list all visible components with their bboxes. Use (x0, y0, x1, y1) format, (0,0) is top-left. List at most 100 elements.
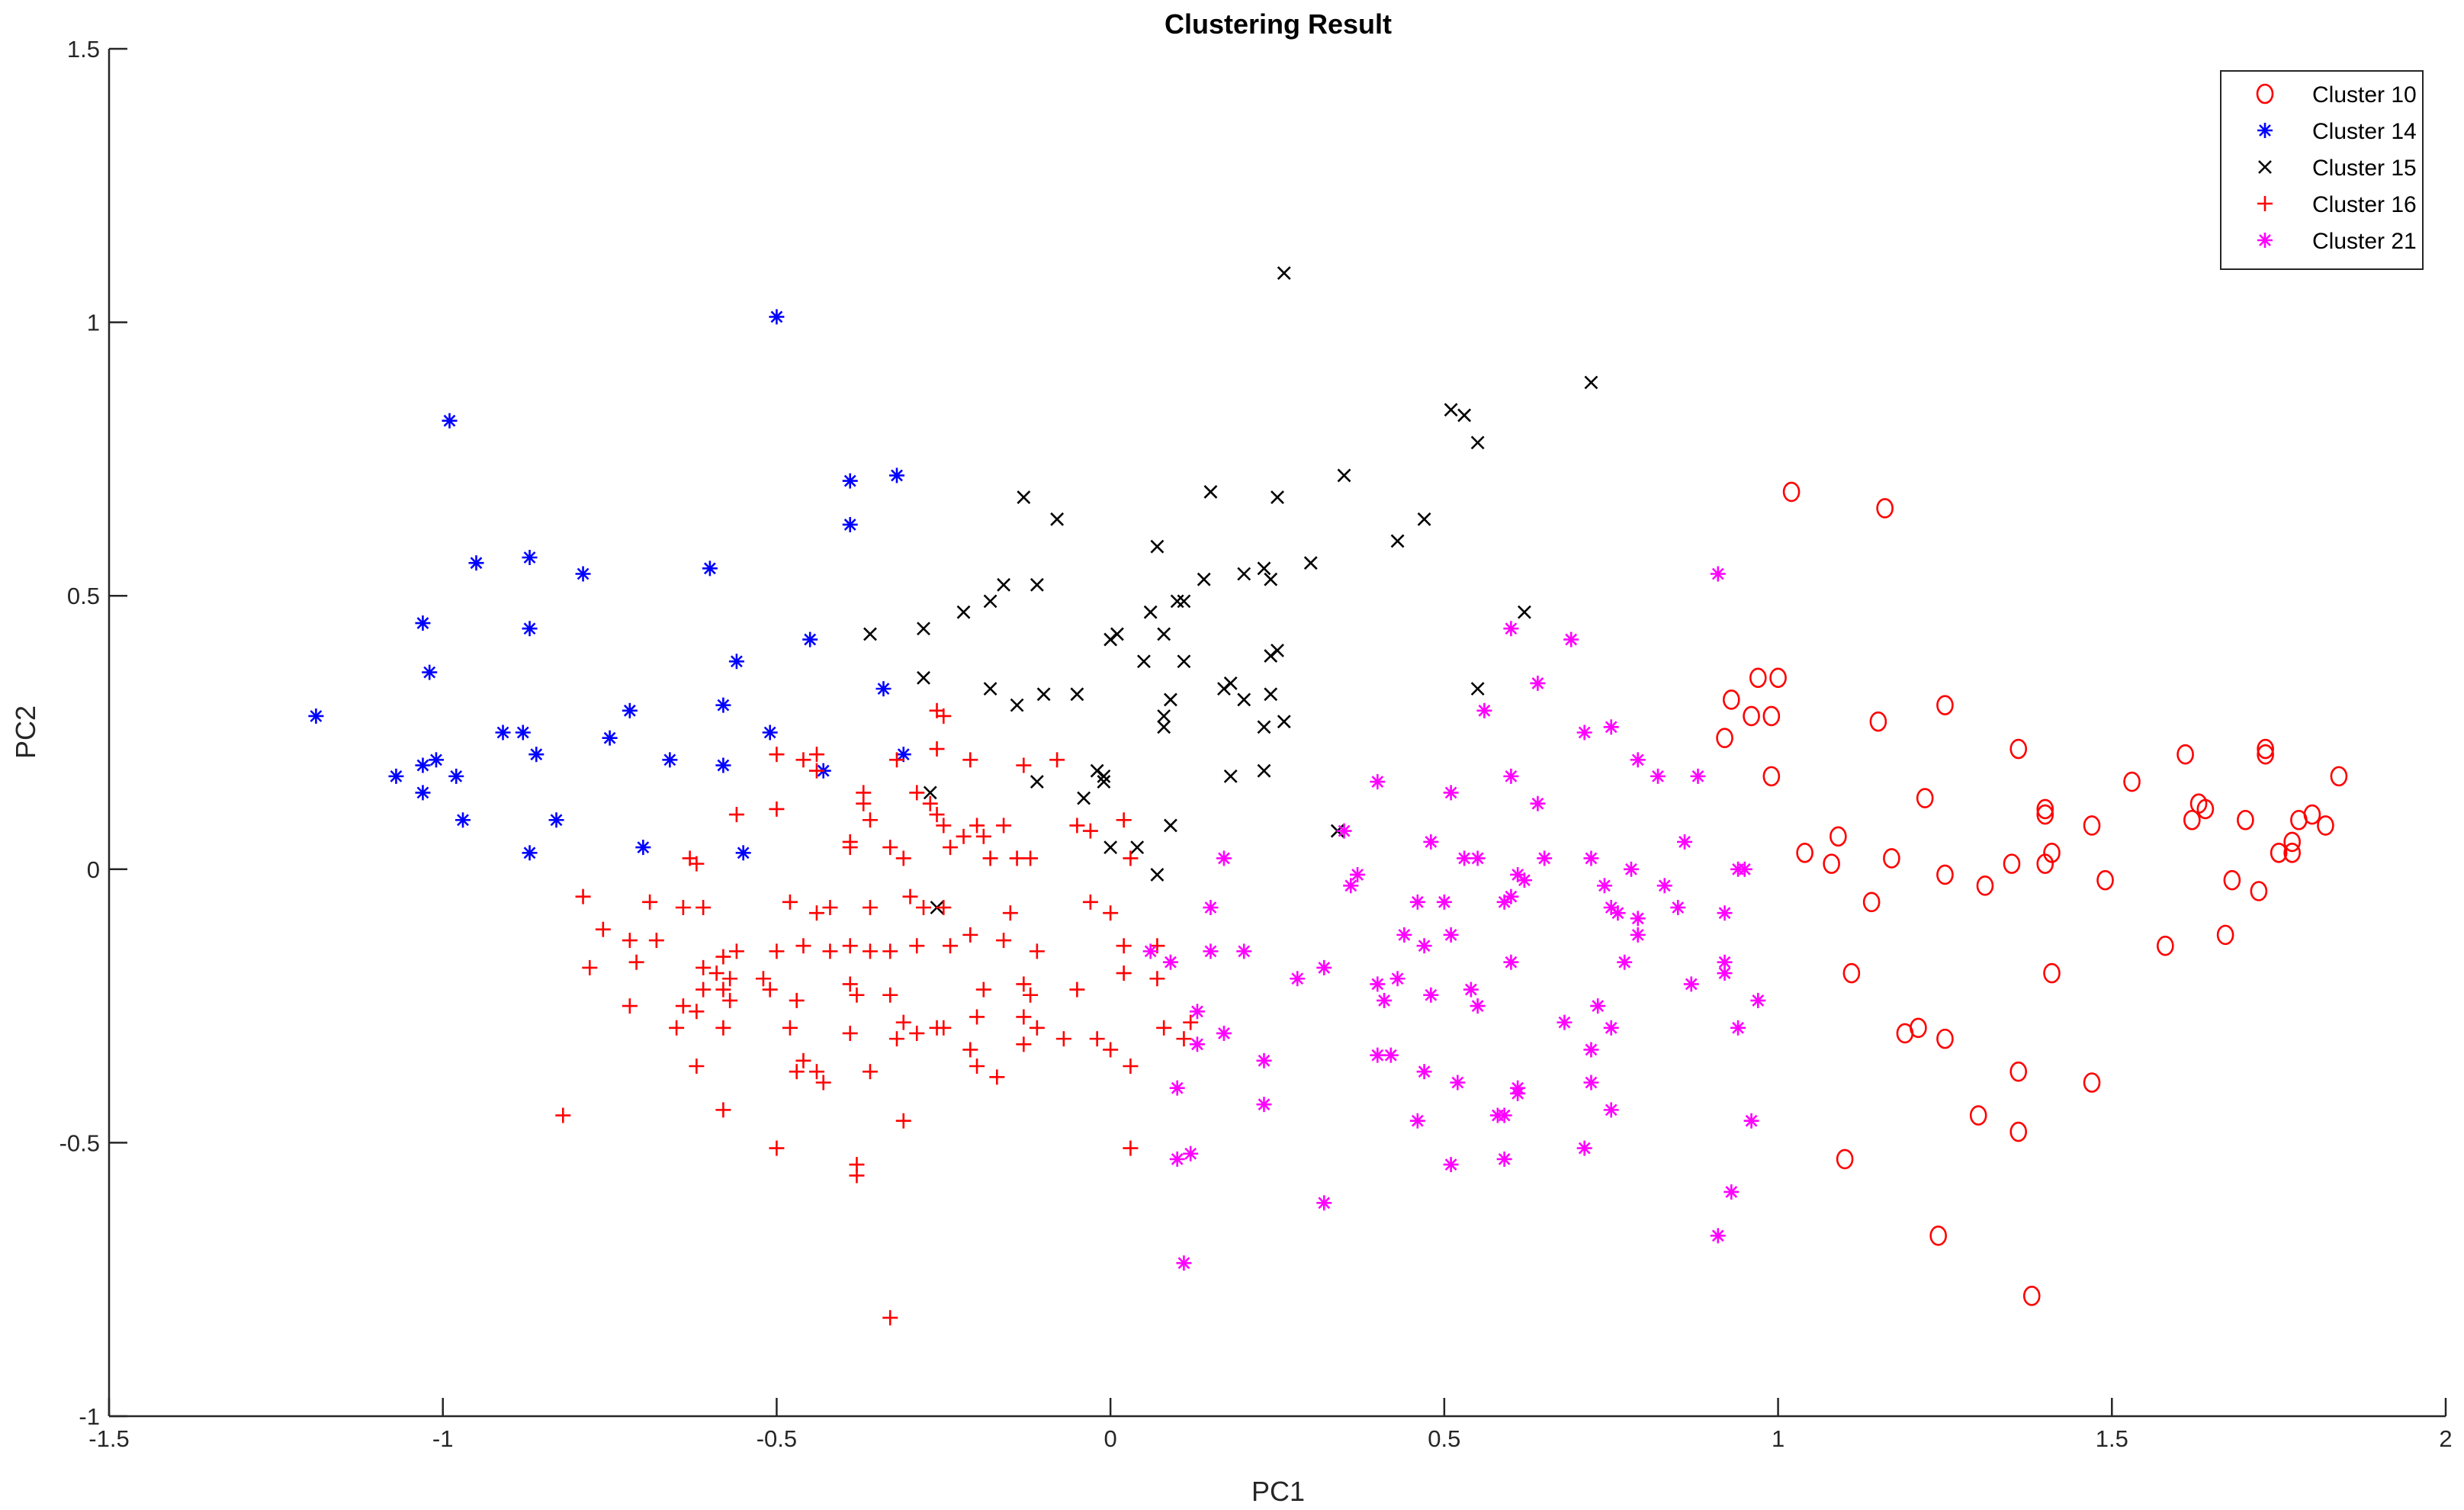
data-point (895, 1113, 911, 1129)
data-point (595, 921, 611, 937)
data-point (1370, 976, 1386, 992)
data-point (849, 987, 865, 1003)
data-point (1257, 720, 1271, 734)
data-point (795, 752, 811, 768)
data-point (728, 807, 744, 823)
data-point (1089, 1031, 1105, 1047)
data-point (1576, 1140, 1592, 1156)
data-point (1069, 982, 1085, 998)
data-point (1176, 1255, 1192, 1271)
data-point (909, 1025, 925, 1041)
x-tick-label: -1.5 (88, 1425, 129, 1452)
data-point (1603, 719, 1619, 735)
data-point (962, 927, 978, 943)
data-point (856, 795, 872, 811)
data-point (1782, 481, 1801, 503)
data-point (1436, 894, 1452, 910)
data-point (1257, 561, 1271, 576)
data-point (1916, 788, 1934, 808)
data-point (969, 1058, 985, 1074)
data-point (922, 795, 938, 811)
data-point (2283, 831, 2301, 853)
data-point (882, 943, 898, 959)
data-point (2176, 744, 2194, 765)
data-point (1530, 675, 1546, 691)
data-point (769, 943, 785, 959)
data-point (715, 757, 731, 773)
data-point (2036, 853, 2054, 874)
data-point (1030, 775, 1044, 789)
data-point (735, 845, 751, 861)
data-point (1717, 905, 1733, 921)
data-point (983, 594, 997, 609)
data-point (1677, 834, 1693, 850)
data-point (495, 724, 511, 741)
data-point (1796, 842, 1813, 863)
data-point (696, 900, 712, 916)
data-point (1556, 1014, 1573, 1030)
data-point (1583, 850, 1599, 866)
data-point (1029, 1020, 1045, 1036)
data-point (1077, 791, 1091, 805)
data-point (1157, 709, 1171, 723)
data-point (2043, 962, 2061, 984)
data-point (1724, 1184, 1740, 1200)
data-point (648, 933, 664, 949)
data-point (1416, 938, 1432, 954)
data-point (1016, 1036, 1032, 1052)
data-point (1123, 850, 1139, 866)
data-point (1203, 900, 1219, 916)
data-point (1836, 1149, 1854, 1170)
data-point (882, 1309, 898, 1325)
data-point (2123, 771, 2141, 792)
data-point (1929, 1226, 1947, 1246)
data-point (1055, 1031, 1071, 1047)
data-point (822, 900, 838, 916)
data-point (455, 812, 471, 828)
data-point (1370, 1047, 1386, 1063)
data-point (808, 905, 824, 921)
data-point (602, 730, 618, 746)
data-point (1256, 1097, 1272, 1113)
data-point (1157, 720, 1171, 734)
data-point (1883, 848, 1900, 869)
data-point (2009, 1061, 2028, 1082)
data-point (769, 747, 785, 763)
data-point (1623, 861, 1639, 877)
data-point (842, 840, 858, 856)
data-point (842, 473, 858, 489)
data-point (575, 888, 591, 904)
data-point (1029, 943, 1045, 959)
data-point (1383, 1047, 1399, 1063)
data-point (1862, 892, 1881, 913)
data-point (1476, 702, 1492, 718)
data-point (2216, 924, 2234, 946)
legend-marker (2256, 83, 2274, 104)
data-point (849, 1168, 865, 1184)
data-point (2083, 1072, 2101, 1093)
data-point (1017, 490, 1031, 505)
data-point (1584, 375, 1598, 390)
data-point (1271, 490, 1284, 505)
data-point (515, 724, 531, 741)
axes: -1.5 -1 -0.5 0 0.5 1 1.5 2-1-0.500.511.5 (59, 36, 2453, 1452)
data-point (769, 801, 785, 817)
data-point (1603, 1020, 1619, 1036)
data-point (782, 894, 798, 910)
data-point (1336, 823, 1352, 839)
data-point (769, 309, 785, 325)
data-point (1830, 826, 1847, 847)
data-point (1517, 605, 1531, 619)
data-point (1103, 1042, 1119, 1058)
data-point (1023, 987, 1039, 1003)
data-point (755, 971, 771, 987)
data-point (969, 818, 985, 834)
data-point (1116, 812, 1132, 828)
data-point (795, 938, 811, 954)
data-point (762, 724, 778, 741)
data-point (929, 807, 945, 823)
data-point (1690, 768, 1706, 784)
data-point (1537, 850, 1553, 866)
data-point (1516, 872, 1532, 888)
